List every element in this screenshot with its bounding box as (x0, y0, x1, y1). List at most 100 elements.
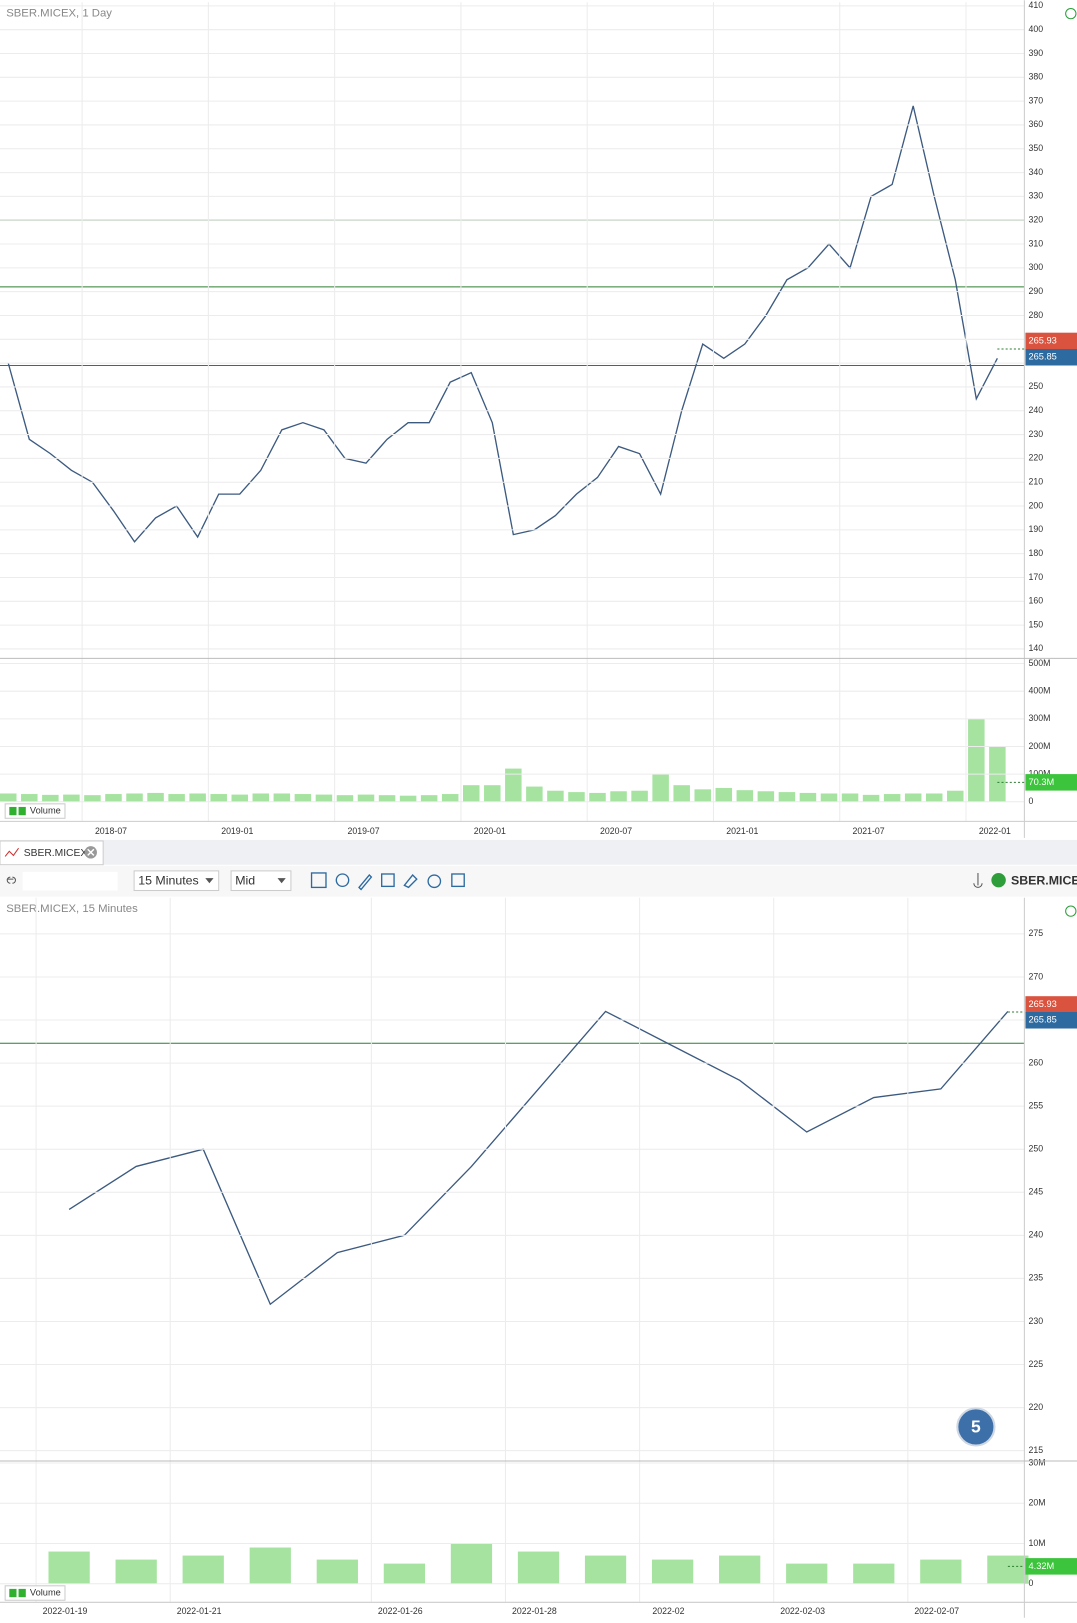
tool-button[interactable] (451, 873, 465, 888)
volume-bar (48, 1551, 90, 1584)
x-tick-label: 2022-01-19 (43, 1606, 88, 1616)
y-tick-label: 0 (1029, 1578, 1034, 1588)
x-tick-label: 2020-07 (600, 826, 632, 836)
legend-swatch (9, 1588, 17, 1598)
y-tick-label: 10M (1029, 1538, 1046, 1548)
symbol-input[interactable] (22, 871, 118, 891)
volume-bar (126, 793, 143, 802)
y-tick-label: 220 (1029, 1402, 1044, 1412)
volume-bar (462, 785, 480, 802)
x-tick-label: 2020-01 (474, 826, 506, 836)
volume-bar (420, 795, 438, 802)
volume-bar (719, 1555, 761, 1584)
y-tick-label: 250 (1029, 1144, 1044, 1154)
volume-bar (21, 794, 38, 802)
x-tick-label: 2018-07 (95, 826, 127, 836)
link-icon[interactable] (6, 876, 16, 884)
volume-bar (883, 794, 901, 802)
tool-button[interactable] (427, 874, 442, 889)
volume-bar (920, 1559, 962, 1584)
y-tick-label: 380 (1029, 72, 1044, 82)
volume-bar (450, 1543, 493, 1584)
y-tick-label: 0 (1029, 796, 1034, 806)
price-line (7, 105, 998, 543)
volume-bar (987, 1555, 1029, 1584)
volume-bar (316, 1559, 358, 1584)
symbol-icon (991, 872, 1006, 888)
y-tick-label: 220 (1029, 453, 1044, 463)
volume-bar (862, 794, 880, 802)
price-label-box (1025, 348, 1077, 366)
volume-bar (925, 793, 943, 802)
x-tick-label: 2022-01-26 (378, 1606, 423, 1616)
x-tick-label: 2019-01 (221, 826, 253, 836)
volume-bar (526, 786, 543, 802)
volume-bar (399, 795, 417, 802)
volume-bar (63, 794, 80, 802)
tool-button[interactable] (335, 873, 350, 888)
tool-button[interactable] (381, 873, 395, 888)
interval-label: 15 Minutes (138, 873, 198, 887)
y-tick-label: 250 (1029, 381, 1044, 391)
volume-bar (947, 790, 964, 802)
y-tick-label: 290 (1029, 286, 1044, 296)
tool-button[interactable] (310, 872, 327, 889)
y-tick-label: 180 (1029, 548, 1044, 558)
y-tick-label: 100M (1029, 768, 1051, 778)
y-tick-label: 390 (1029, 48, 1044, 58)
y-tick-label: 400 (1029, 24, 1044, 34)
volume-bar (84, 795, 101, 802)
y-tick-label: 400M (1029, 686, 1051, 696)
y-tick-label: 20M (1029, 1498, 1046, 1508)
anchor-icon[interactable] (973, 872, 983, 888)
volume-bar (105, 794, 122, 802)
symbol-label: SBER.MICEX (1011, 873, 1077, 887)
volume-label-box (1025, 1558, 1077, 1575)
x-tick-label: 2022-02-03 (780, 1606, 825, 1616)
price-mode-select[interactable] (230, 870, 292, 892)
y-tick-label: 230 (1029, 429, 1044, 439)
volume-bar (147, 792, 164, 802)
volume-bar (168, 794, 185, 802)
y-tick-label: 140 (1029, 643, 1044, 653)
dropdown-arrow (205, 878, 214, 884)
volume-bar (651, 1559, 694, 1584)
volume-bar (189, 793, 206, 802)
interval-select[interactable] (133, 870, 220, 892)
y-tick-label: 150 (1029, 619, 1044, 629)
x-tick-label: 2022-01-28 (512, 1606, 557, 1616)
volume-bar (568, 792, 585, 802)
volume-bar (715, 787, 733, 802)
volume-bar (517, 1551, 560, 1584)
price-line (68, 1010, 1009, 1306)
y-tick-label: 300M (1029, 713, 1051, 723)
x-tick-label: 2021-07 (853, 826, 885, 836)
volume-bar (252, 793, 270, 802)
y-tick-label: 300 (1029, 262, 1044, 272)
badge[interactable] (956, 1407, 996, 1447)
volume-bar (441, 794, 459, 802)
price-mode-label: Mid (235, 873, 255, 887)
tab[interactable] (0, 840, 104, 866)
volume-bar (584, 1555, 627, 1584)
y-tick-label: 280 (1029, 310, 1044, 320)
y-tick-label: 410 (1029, 0, 1044, 10)
y-tick-label: 320 (1029, 215, 1044, 225)
x-tick-label: 2022-02 (652, 1606, 684, 1616)
y-tick-label: 350 (1029, 143, 1044, 153)
volume-bar (757, 791, 775, 802)
volume-bar (673, 785, 690, 802)
volume-bar (231, 794, 248, 802)
volume-label: 70.3M (1029, 777, 1055, 787)
y-tick-label: 360 (1029, 119, 1044, 129)
volume-bar (336, 795, 354, 802)
tool-button[interactable] (403, 874, 418, 889)
chart-title: SBER.MICEX, 15 Minutes (6, 903, 138, 915)
volume-bar (904, 793, 922, 802)
y-tick-label: 210 (1029, 477, 1044, 487)
volume-bar (182, 1555, 224, 1584)
volume-bar (210, 794, 227, 802)
volume-bar (652, 774, 669, 802)
tool-button[interactable] (358, 874, 373, 891)
